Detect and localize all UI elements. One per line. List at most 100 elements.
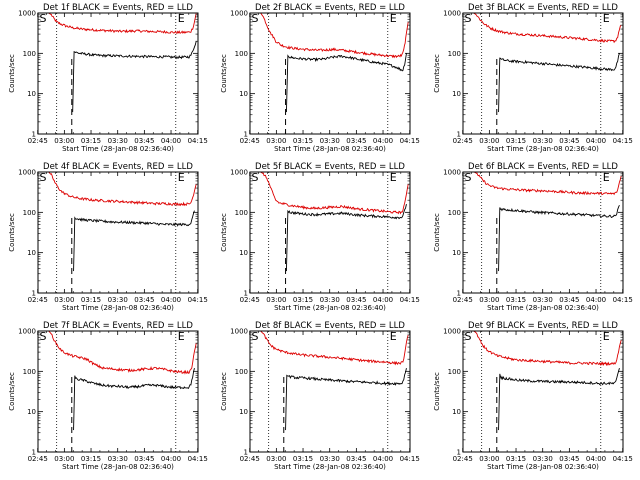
events-series-line — [498, 205, 620, 272]
x-tick-label: 03:30 — [320, 137, 340, 145]
events-series-line — [72, 41, 197, 113]
x-tick-label: 03:30 — [533, 455, 553, 463]
panel-det-4: Det 4f BLACK = Events, RED = LLD 1 10 100 10… — [8, 162, 208, 312]
y-tick-label: 1000 — [230, 328, 248, 336]
x-axis-label: Start Time (28-Jan-08 02:36:40) — [62, 145, 174, 153]
x-tick-label: 02:45 — [240, 137, 260, 145]
events-series-line — [285, 204, 407, 272]
y-tick-label: 1 — [244, 131, 248, 139]
x-tick-label: 04:15 — [188, 137, 208, 145]
y-axis-label: Counts/sec — [433, 372, 441, 411]
x-tick-label: 03:30 — [108, 455, 128, 463]
y-tick-label: 10 — [239, 90, 248, 98]
y-tick-label: 10 — [27, 408, 36, 416]
panel-title: Det 3f BLACK = Events, RED = LLD — [468, 3, 618, 13]
y-tick-label: 1 — [457, 449, 461, 457]
start-marker: S — [465, 12, 472, 25]
x-tick-label: 03:30 — [108, 137, 128, 145]
y-tick-label: 1000 — [230, 169, 248, 177]
start-marker: S — [252, 171, 259, 184]
y-tick-label: 100 — [235, 209, 248, 217]
y-axis-label: Counts/sec — [433, 54, 441, 93]
x-tick-label: 04:15 — [613, 296, 633, 304]
y-tick-label: 100 — [448, 209, 461, 217]
start-marker: S — [465, 330, 472, 343]
x-tick-label: 04:15 — [188, 455, 208, 463]
x-tick-label: 03:15 — [293, 296, 313, 304]
y-tick-label: 100 — [235, 50, 248, 58]
x-tick-label: 03:45 — [346, 137, 366, 145]
x-tick-label: 03:15 — [81, 296, 101, 304]
lld-series-line — [463, 13, 622, 44]
x-tick-label: 02:45 — [28, 137, 48, 145]
lld-series-line — [250, 13, 409, 59]
x-tick-label: 03:00 — [54, 455, 74, 463]
x-axis-label: Start Time (28-Jan-08 02:36:40) — [487, 304, 599, 312]
y-axis-label: Counts/sec — [433, 213, 441, 252]
y-tick-label: 1 — [32, 131, 36, 139]
x-tick-label: 04:00 — [373, 137, 393, 145]
y-tick-label: 10 — [27, 249, 36, 257]
y-tick-label: 1000 — [18, 10, 36, 18]
x-tick-label: 03:45 — [559, 137, 579, 145]
x-tick-label: 04:00 — [586, 455, 606, 463]
end-marker: E — [390, 330, 397, 343]
x-tick-label: 03:30 — [533, 296, 553, 304]
end-marker: E — [178, 171, 185, 184]
y-tick-label: 10 — [452, 90, 461, 98]
y-tick-label: 10 — [452, 408, 461, 416]
y-tick-label: 10 — [239, 408, 248, 416]
x-tick-label: 03:45 — [559, 296, 579, 304]
events-series-line — [73, 210, 195, 272]
y-axis-label: Counts/sec — [220, 372, 228, 411]
panel-title: Det 9f BLACK = Events, RED = LLD — [468, 321, 618, 331]
panel-det-8: Det 8f BLACK = Events, RED = LLD 1 10 100 10… — [220, 321, 420, 471]
x-tick-label: 04:00 — [586, 137, 606, 145]
panel-title: Det 4f BLACK = Events, RED = LLD — [43, 162, 193, 172]
lld-series-line — [463, 331, 622, 367]
x-tick-label: 03:00 — [266, 296, 286, 304]
x-tick-label: 02:45 — [453, 296, 473, 304]
start-marker: S — [40, 171, 47, 184]
y-tick-label: 1000 — [18, 328, 36, 336]
y-tick-label: 100 — [448, 368, 461, 376]
x-tick-label: 03:45 — [346, 455, 366, 463]
x-tick-label: 03:45 — [134, 455, 154, 463]
y-tick-label: 10 — [239, 249, 248, 257]
y-tick-label: 100 — [235, 368, 248, 376]
x-tick-label: 03:15 — [81, 455, 101, 463]
end-marker: E — [603, 171, 610, 184]
start-marker: S — [252, 330, 259, 343]
x-tick-label: 03:15 — [293, 137, 313, 145]
x-tick-label: 03:30 — [533, 137, 553, 145]
end-marker: E — [390, 12, 397, 25]
panel-det-3: Det 3f BLACK = Events, RED = LLD 1 10 100 10… — [433, 3, 633, 153]
end-marker: E — [603, 330, 610, 343]
lld-series-line — [250, 172, 409, 215]
x-tick-label: 02:45 — [240, 455, 260, 463]
x-tick-label: 02:45 — [240, 296, 260, 304]
x-tick-label: 02:45 — [28, 455, 48, 463]
end-marker: E — [390, 171, 397, 184]
x-tick-label: 04:15 — [400, 137, 420, 145]
x-tick-label: 03:30 — [320, 296, 340, 304]
panel-title: Det 1f BLACK = Events, RED = LLD — [43, 3, 193, 13]
start-marker: S — [252, 12, 259, 25]
end-marker: E — [178, 330, 185, 343]
start-marker: S — [40, 330, 47, 343]
x-tick-label: 03:00 — [479, 296, 499, 304]
x-axis-label: Start Time (28-Jan-08 02:36:40) — [274, 145, 386, 153]
y-tick-label: 100 — [448, 50, 461, 58]
y-tick-label: 1 — [32, 449, 36, 457]
x-tick-label: 03:00 — [54, 296, 74, 304]
events-series-line — [73, 368, 195, 431]
y-tick-label: 100 — [23, 368, 36, 376]
panel-det-5: Det 5f BLACK = Events, RED = LLD 1 10 100 10… — [220, 162, 420, 312]
panel-det-9: Det 9f BLACK = Events, RED = LLD 1 10 100 10… — [433, 321, 633, 471]
panel-title: Det 8f BLACK = Events, RED = LLD — [255, 321, 405, 331]
x-tick-label: 03:15 — [506, 137, 526, 145]
panel-title: Det 6f BLACK = Events, RED = LLD — [468, 162, 618, 172]
events-series-line — [498, 368, 620, 431]
